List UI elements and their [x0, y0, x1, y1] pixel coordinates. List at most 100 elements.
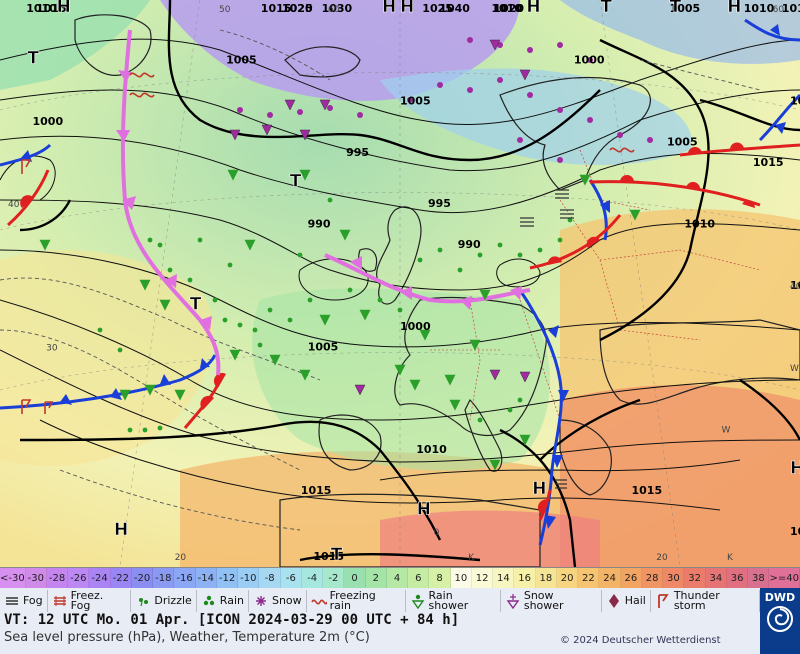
scale-cell-7: -18 [153, 568, 175, 588]
freezing-rain-symbols [129, 72, 635, 153]
scale-cell-31: 30 [663, 568, 685, 588]
pressure-label-16: 1005 [308, 341, 339, 354]
dwd-swirl-icon [767, 606, 793, 632]
pressure-label-12: 995 [428, 197, 451, 210]
scale-cell-1: -30 [25, 568, 47, 588]
pressure-label-23: 1015 [632, 484, 663, 497]
legend-label: Snow [271, 594, 302, 607]
graticule [0, 0, 800, 567]
legend-item-freezing-fog: Freez. Fog [48, 590, 132, 612]
dwd-logo[interactable]: DWD [760, 588, 800, 654]
pressure-label-13: 990 [458, 238, 481, 251]
temp-label-5: 50 [219, 5, 231, 15]
hail-icon [608, 594, 619, 608]
map-description: Sea level pressure (hPa), Weather, Tempe… [4, 630, 370, 645]
legend-label: Thunder storm [673, 589, 720, 612]
pressure-label-10: 1005 [400, 95, 431, 108]
pressure-label-6: 1025 [422, 2, 453, 15]
dwd-logo-text: DWD [764, 591, 796, 604]
pressure-center-10: T [290, 172, 302, 192]
pressure-label-27: 1010 [26, 2, 57, 15]
pressure-label-3: 1025 [282, 2, 313, 15]
copyright-label: © 2024 Deutscher Wetterdienst [560, 635, 721, 646]
other-labels: W W K K [468, 364, 799, 563]
scale-cell-5: -22 [110, 568, 132, 588]
legend-item-snow: Snow [249, 590, 307, 612]
scale-cell-13: -6 [280, 568, 302, 588]
scale-cell-26: 20 [556, 568, 579, 588]
legend-label: Rain [219, 594, 244, 607]
pressure-label-4: 1040 [439, 2, 470, 15]
pressure-center-3: H [526, 0, 540, 17]
pressure-center-14: T [190, 295, 202, 315]
legend-label: Freez. Fog [70, 589, 104, 612]
temp-label-1: 30 [46, 344, 58, 354]
scale-cell-32: 32 [684, 568, 706, 588]
legend-label: Freezing rain [329, 589, 376, 612]
scale-cell-21: 10 [450, 568, 472, 588]
cold-front-triangles [20, 24, 786, 529]
rain-icon [203, 595, 214, 606]
legend-panel: <-30 -30 -28 -26 -24 -22 -20 -18 -16 -14 -12 -10 -8-… [0, 567, 800, 654]
pressure-label-20: 1020 [790, 279, 800, 292]
scale-cell-20: 8 [429, 568, 451, 588]
legend-item-fog: Fog [0, 590, 48, 612]
scale-cell-8: -16 [174, 568, 196, 588]
pressure-label-1: 1015 [261, 2, 292, 15]
scale-cell-34: 36 [726, 568, 749, 588]
pressure-label-32: 1025 [790, 95, 800, 108]
drizzle-icon [139, 598, 149, 607]
pressure-label-22: 1015 [301, 484, 332, 497]
thunderstorm-symbols [21, 159, 54, 414]
pressure-label-19: 1015 [753, 156, 784, 169]
scale-cell-29: 26 [620, 568, 642, 588]
pressure-label-0: 1020 [282, 2, 313, 15]
scale-cell-16: 0 [344, 568, 366, 588]
scale-cell-2: -28 [46, 568, 69, 588]
scale-cell-33: 34 [705, 568, 727, 588]
temp-label-3: 60 [328, 5, 340, 15]
pressure-label-9: 1005 [226, 54, 257, 67]
scale-cell-10: -12 [216, 568, 239, 588]
scale-cell-17: 2 [365, 568, 387, 588]
pressure-label-29: 1005 [670, 2, 701, 15]
pressure-center-13: T [600, 0, 612, 17]
snow-shower-icon [506, 594, 520, 609]
pressure-center-0: H [57, 0, 71, 17]
valid-time-label: VT: 12 UTC Mo. 01 Apr. [ICON 2024-03-29 … [4, 612, 460, 628]
scale-cell-18: 4 [386, 568, 409, 588]
pressure-center-6: H [417, 500, 431, 520]
scale-cell-12: -8 [259, 568, 281, 588]
legend-label: Hail [624, 594, 646, 607]
pressure-label-7: 1010 [491, 2, 522, 15]
scale-cell-36: >=40 [769, 568, 800, 588]
temperature-contours [0, 29, 761, 531]
temperature-labels: 40 30 20 60 60 50 20 40 0 [8, 5, 800, 563]
cool-region-scandinavia [380, 68, 692, 165]
cool-region-europe [252, 288, 550, 471]
isobars [0, 38, 800, 511]
scale-cell-28: 24 [599, 568, 621, 588]
legend-label: Drizzle [154, 594, 192, 607]
legend-item-freezing-rain: Freezing rain [307, 590, 406, 612]
scale-cell-15: -2 [323, 568, 345, 588]
scale-cell-35: 38 [748, 568, 770, 588]
temp-label-8: 0 [434, 528, 440, 538]
rain-shower-icon [411, 594, 424, 609]
temp-label-6: 20 [656, 553, 668, 563]
mild-region-atlantic [0, 250, 214, 466]
pressure-center-8: H [790, 459, 800, 479]
scale-cell-23: 14 [493, 568, 515, 588]
pressure-label-5: 1020 [493, 2, 524, 15]
fog-symbols [520, 189, 574, 489]
freezing-rain-icon [310, 599, 327, 605]
cold-region-arctic-east [560, 0, 800, 64]
pressure-label-11: 995 [346, 146, 369, 159]
legend-label: Rain shower [428, 589, 469, 612]
pressure-label-8: 1000 [574, 54, 605, 67]
pressure-label-14: 990 [308, 218, 331, 231]
scale-cell-3: -26 [68, 568, 90, 588]
pressure-label-15: 1000 [400, 320, 431, 333]
pressure-label-18: 1010 [684, 218, 715, 231]
other-label-3: K [727, 553, 734, 563]
